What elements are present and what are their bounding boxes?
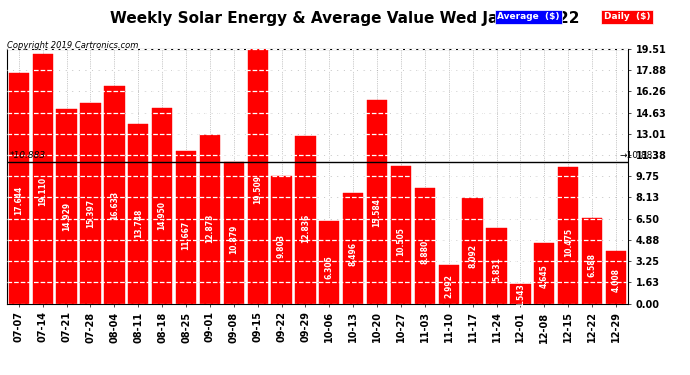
Text: 17.644: 17.644 [14,185,23,214]
Text: 8.496: 8.496 [348,242,357,266]
Text: 4.645: 4.645 [540,264,549,288]
Text: Average  ($): Average ($) [497,12,560,21]
Bar [271,176,292,304]
Text: 10.475: 10.475 [564,228,573,257]
Bar [534,243,555,304]
Text: 16.633: 16.633 [110,191,119,220]
Bar [415,188,435,304]
Text: Weekly Solar Energy & Average Value Wed Jan 2 16:22: Weekly Solar Energy & Average Value Wed … [110,11,580,26]
Text: 5.831: 5.831 [492,258,501,281]
Bar [80,102,101,304]
Text: 8.092: 8.092 [468,244,477,268]
Text: 8.880: 8.880 [420,239,429,264]
Text: 14.950: 14.950 [157,201,167,230]
Bar [248,49,268,304]
Text: 4.008: 4.008 [611,268,620,292]
Text: Copyright 2019 Cartronics.com: Copyright 2019 Cartronics.com [7,41,138,50]
Bar [582,217,602,304]
Bar [200,135,220,304]
Text: 10.505: 10.505 [397,228,406,256]
Bar [224,162,244,304]
Bar [462,198,483,304]
Bar [57,109,77,304]
Bar [176,151,196,304]
Text: 6.588: 6.588 [588,253,597,277]
Text: 15.584: 15.584 [373,198,382,226]
Bar [391,166,411,304]
Text: 19.509: 19.509 [253,174,262,204]
Bar [511,284,531,304]
Text: 1.543: 1.543 [516,283,525,306]
Text: 12.873: 12.873 [206,213,215,243]
Text: 9.803: 9.803 [277,234,286,258]
Bar [319,221,339,304]
Bar [152,108,172,304]
Text: *10.883: *10.883 [9,150,46,159]
Text: Daily  ($): Daily ($) [604,12,650,21]
Bar [9,73,29,304]
Bar [486,228,506,304]
Text: →10.883: →10.883 [620,150,659,159]
Bar [128,124,148,304]
Text: 12.836: 12.836 [301,214,310,243]
Text: 13.748: 13.748 [134,208,143,238]
Bar [104,86,124,304]
Bar [343,193,364,304]
Text: 2.992: 2.992 [444,274,453,298]
Text: 10.879: 10.879 [229,225,238,255]
Text: 14.929: 14.929 [62,201,71,231]
Bar [439,265,459,304]
Text: 15.397: 15.397 [86,199,95,228]
Bar [295,136,315,304]
Text: 11.667: 11.667 [181,220,190,250]
Bar [367,100,387,304]
Text: 6.305: 6.305 [325,255,334,279]
Bar [32,54,53,304]
Text: 19.110: 19.110 [38,177,47,206]
Bar [606,251,626,304]
Bar [558,167,578,304]
